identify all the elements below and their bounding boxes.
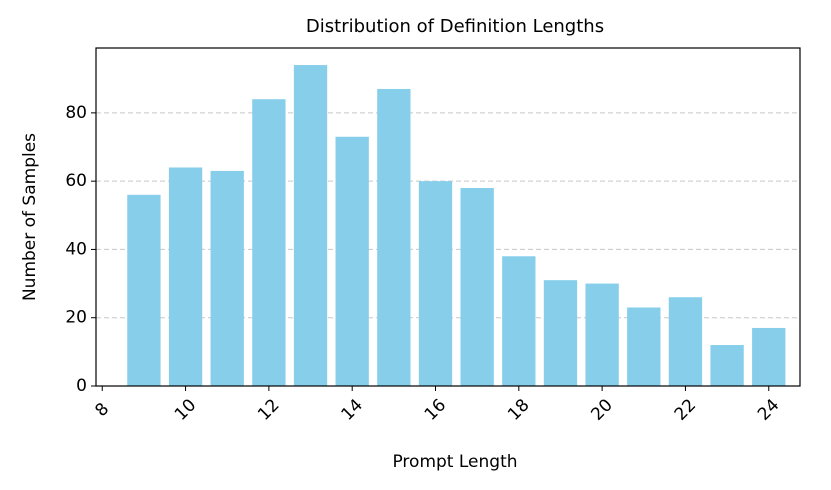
bar	[252, 99, 286, 386]
bar	[210, 170, 244, 386]
x-axis-label: Prompt Length	[392, 452, 517, 472]
bar	[668, 297, 703, 386]
chart-title: Distribution of Definition Lengths	[306, 16, 604, 37]
y-tick-label: 60	[65, 171, 87, 191]
bar	[627, 307, 661, 386]
x-tick-label: 18	[504, 395, 533, 424]
bar	[168, 167, 203, 386]
x-tick-label: 14	[337, 395, 366, 424]
bar	[377, 88, 411, 386]
x-tick-label: 12	[254, 395, 283, 424]
bar	[127, 194, 161, 386]
bar	[585, 283, 619, 386]
bar	[543, 280, 578, 386]
y-tick-label: 40	[65, 239, 87, 259]
x-tick-label: 8	[91, 399, 113, 421]
y-tick-label: 80	[65, 103, 87, 123]
y-axis-label: Number of Samples	[20, 133, 40, 301]
x-tick-label: 10	[171, 395, 200, 424]
plot-frame	[95, 47, 801, 387]
bar	[335, 136, 369, 386]
bar	[418, 181, 453, 386]
bar	[460, 187, 494, 386]
x-tick-label: 24	[754, 395, 783, 424]
bar	[293, 65, 328, 386]
x-tick-label: 22	[671, 395, 700, 424]
x-tick-label: 16	[421, 395, 450, 424]
bar	[710, 345, 744, 386]
bar	[502, 256, 536, 386]
y-tick-label: 20	[65, 308, 87, 328]
y-tick-label: 0	[76, 376, 87, 396]
bar	[752, 327, 786, 386]
x-tick-label: 20	[587, 395, 616, 424]
